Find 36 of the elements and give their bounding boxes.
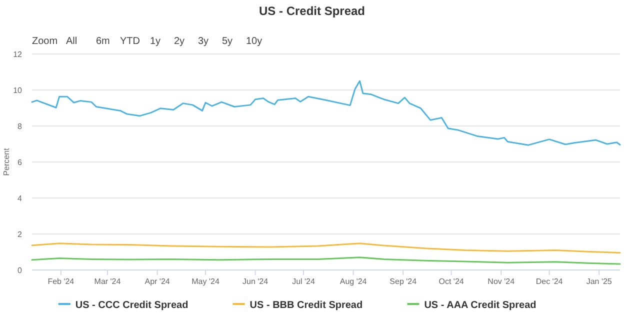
y-tick-label: 0 [18, 266, 23, 275]
y-tick-label: 6 [18, 158, 23, 167]
text: Zoom [32, 36, 58, 47]
line-series [31, 256, 621, 265]
x-tick-label: Nov '24 [488, 277, 516, 286]
chart-title: US - Credit Spread [258, 4, 366, 18]
y-tick-label: 12 [13, 50, 23, 59]
x-tick-label: Jun '24 [242, 277, 269, 286]
text: 6m [96, 36, 110, 47]
text: 3y [198, 36, 209, 47]
line-series [31, 242, 621, 254]
text: 1y [150, 36, 161, 47]
legend-label: US - CCC Credit Spread [75, 300, 188, 311]
y-axis-title: Percent [2, 147, 11, 176]
y-tick-label: 10 [13, 86, 23, 95]
x-tick-label: Feb '24 [48, 277, 75, 286]
x-tick-label: Mar '24 [94, 277, 122, 286]
y-tick-label: 4 [18, 194, 23, 203]
x-tick-label: Dec '24 [536, 277, 564, 286]
x-tick-label: Jan '25 [586, 277, 612, 286]
legend-label: US - BBB Credit Spread [250, 300, 363, 311]
text: All [66, 36, 78, 47]
x-tick-label: Sep '24 [390, 277, 418, 286]
x-tick-label: Jul '24 [292, 277, 316, 286]
y-tick-label: 2 [18, 230, 23, 239]
x-tick-label: May '24 [192, 277, 220, 286]
text: YTD [120, 36, 140, 47]
legend-label: US - AAA Credit Spread [424, 300, 536, 311]
text: 2y [174, 36, 185, 47]
line-series [31, 80, 621, 146]
text: 10y [246, 36, 262, 47]
x-tick-label: Apr '24 [144, 277, 170, 286]
x-tick-label: Aug '24 [340, 277, 368, 286]
x-tick-label: Oct '24 [438, 277, 464, 286]
y-tick-label: 8 [18, 122, 23, 131]
text: 5y [222, 36, 233, 47]
